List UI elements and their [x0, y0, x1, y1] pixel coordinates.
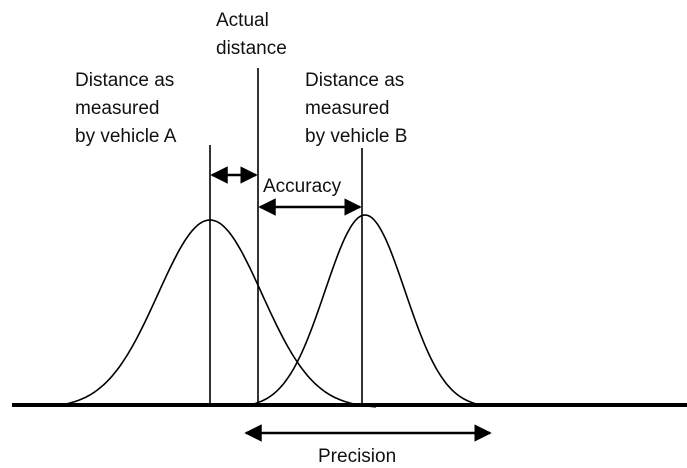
- label: by vehicle A: [75, 126, 177, 147]
- label: measured: [75, 98, 160, 119]
- label: distance: [216, 38, 287, 59]
- curve-b: [243, 214, 487, 407]
- label: Accuracy: [263, 176, 342, 197]
- label: Distance as: [305, 70, 404, 91]
- label: Actual: [216, 10, 269, 31]
- label: Precision: [318, 446, 396, 467]
- label: by vehicle B: [305, 126, 407, 147]
- curve-a: [59, 219, 377, 408]
- label: measured: [305, 98, 390, 119]
- label: Distance as: [75, 70, 174, 91]
